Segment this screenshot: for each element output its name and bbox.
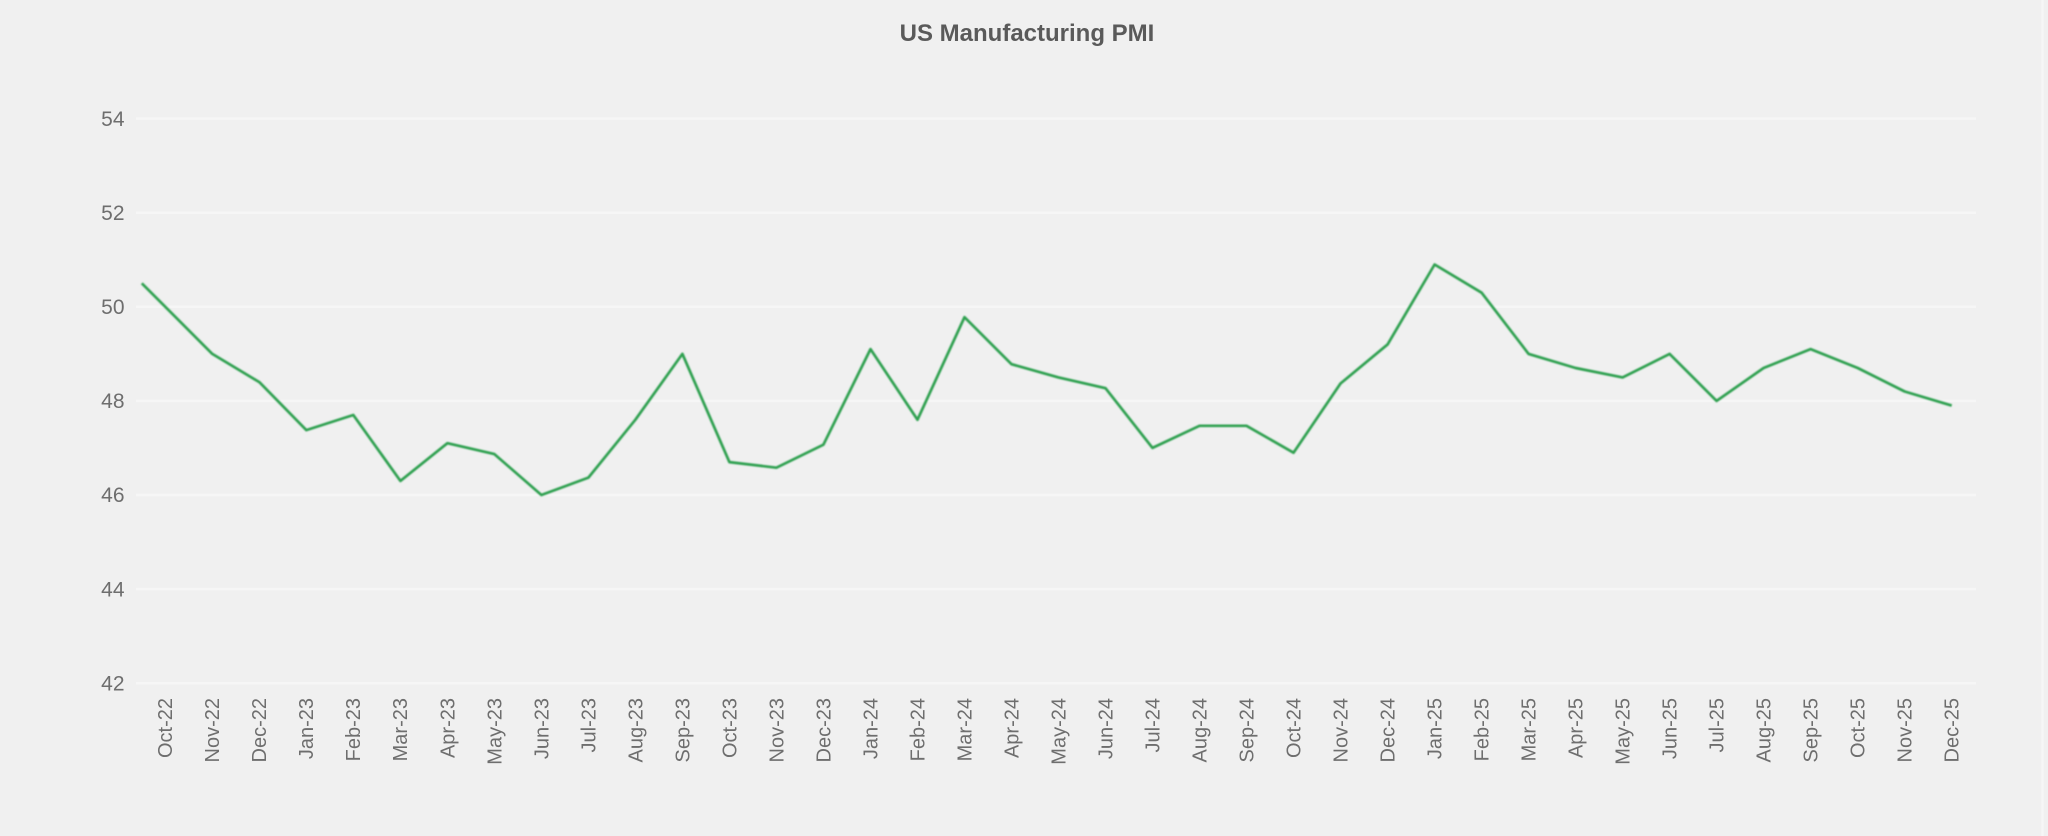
svg-text:Jun-23: Jun-23: [531, 698, 553, 759]
svg-text:Mar-25: Mar-25: [1519, 698, 1541, 761]
svg-text:Aug-23: Aug-23: [625, 698, 647, 763]
svg-text:Jul-24: Jul-24: [1142, 698, 1164, 752]
svg-text:Dec-22: Dec-22: [249, 698, 271, 762]
svg-text:Oct-23: Oct-23: [719, 698, 741, 758]
svg-text:Jan-25: Jan-25: [1425, 698, 1447, 759]
svg-text:Dec-25: Dec-25: [1942, 698, 1964, 762]
svg-text:54: 54: [101, 108, 125, 131]
svg-text:48: 48: [101, 390, 124, 413]
svg-text:Aug-25: Aug-25: [1754, 698, 1776, 763]
svg-text:Nov-25: Nov-25: [1895, 698, 1917, 762]
svg-text:Jan-24: Jan-24: [860, 698, 882, 759]
svg-text:Feb-23: Feb-23: [343, 698, 365, 761]
svg-text:Apr-24: Apr-24: [1001, 698, 1023, 758]
svg-text:Jul-23: Jul-23: [578, 698, 600, 752]
svg-text:Feb-25: Feb-25: [1472, 698, 1494, 761]
svg-text:Dec-24: Dec-24: [1378, 698, 1400, 762]
svg-text:Aug-24: Aug-24: [1189, 698, 1211, 763]
svg-text:Jun-24: Jun-24: [1095, 698, 1117, 759]
svg-text:Nov-23: Nov-23: [766, 698, 788, 762]
svg-text:May-24: May-24: [1048, 698, 1070, 765]
svg-text:52: 52: [101, 202, 124, 225]
svg-text:US Manufacturing PMI: US Manufacturing PMI: [900, 20, 1155, 47]
svg-text:44: 44: [101, 578, 125, 601]
svg-text:Sep-23: Sep-23: [672, 698, 694, 763]
svg-text:Sep-25: Sep-25: [1801, 698, 1823, 763]
svg-text:May-23: May-23: [484, 698, 506, 765]
svg-text:Apr-23: Apr-23: [437, 698, 459, 758]
svg-text:50: 50: [101, 296, 124, 319]
svg-text:Oct-25: Oct-25: [1848, 698, 1870, 758]
svg-text:Oct-22: Oct-22: [155, 698, 177, 758]
svg-text:May-25: May-25: [1613, 698, 1635, 765]
svg-text:Nov-22: Nov-22: [202, 698, 224, 762]
svg-text:Jul-25: Jul-25: [1707, 698, 1729, 752]
svg-text:Mar-23: Mar-23: [390, 698, 412, 761]
svg-text:42: 42: [101, 672, 124, 695]
svg-text:Sep-24: Sep-24: [1236, 698, 1258, 763]
svg-text:Mar-24: Mar-24: [954, 698, 976, 761]
svg-text:Nov-24: Nov-24: [1331, 698, 1353, 762]
svg-text:46: 46: [101, 484, 124, 507]
svg-text:Dec-23: Dec-23: [813, 698, 835, 762]
svg-text:Feb-24: Feb-24: [907, 698, 929, 761]
svg-text:Oct-24: Oct-24: [1283, 698, 1305, 758]
svg-text:Jun-25: Jun-25: [1660, 698, 1682, 759]
svg-text:Jan-23: Jan-23: [296, 698, 318, 759]
svg-text:Apr-25: Apr-25: [1566, 698, 1588, 758]
